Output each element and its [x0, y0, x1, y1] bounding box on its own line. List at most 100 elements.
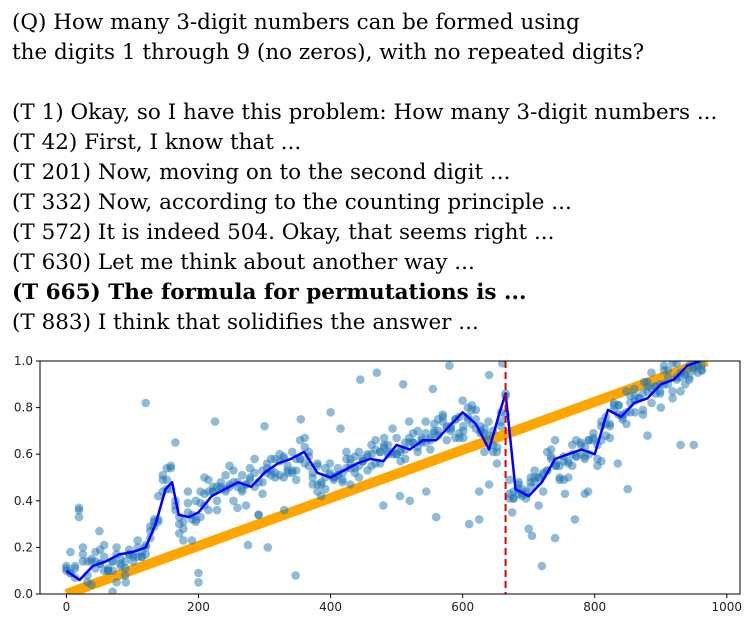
thought-line-t42: (T 42) First, I know that ...	[12, 130, 302, 155]
scatter-point	[371, 435, 380, 445]
scatter-point	[570, 515, 580, 524]
y-tick-label: 1.0	[14, 354, 33, 368]
x-tick-label: 0	[63, 600, 71, 614]
scatter-point	[422, 487, 431, 496]
scatter-point	[321, 484, 330, 494]
thought-line-t572: (T 572) It is indeed 504. Okay, that see…	[12, 220, 555, 245]
scatter-point	[210, 417, 220, 426]
scatter-point	[137, 552, 146, 561]
scatter-point	[99, 552, 109, 561]
scatter-point	[395, 491, 405, 501]
scatter-point	[480, 447, 489, 457]
scatter-point	[589, 433, 598, 443]
scatter-point	[187, 536, 197, 545]
scatter-point	[697, 361, 706, 370]
scatter-point	[120, 571, 130, 580]
scatter-point	[283, 461, 292, 471]
thought-line-t665: (T 665) The formula for permutations is …	[12, 280, 527, 305]
chart: 0 200 400 600 800 1000 0.0 0.2 0.4 0.6 0.8 1.0	[14, 354, 742, 614]
scatter-point	[623, 484, 632, 494]
scatter-point	[212, 496, 222, 506]
reference-line	[64, 361, 709, 594]
scatter-point	[78, 557, 88, 566]
thought-line-t201: (T 201) Now, moving on to the second dig…	[12, 160, 511, 185]
scatter-point	[614, 401, 623, 410]
scatter-point	[336, 424, 345, 433]
scatter-point	[392, 433, 401, 443]
scatter-point	[162, 475, 172, 485]
scatter-point	[445, 361, 454, 370]
scatter-point	[112, 543, 121, 552]
scatter-point	[580, 489, 590, 499]
scatter-point	[484, 480, 494, 489]
scatter-point	[404, 417, 414, 426]
prompt-text: (Q) How many 3-digit numbers can be form…	[12, 8, 747, 338]
scatter-point	[655, 387, 665, 396]
scatter-point	[229, 496, 238, 506]
scatter-point	[317, 477, 326, 487]
smoothed-series-line	[65, 361, 701, 582]
question-line-2: the digits 1 through 9 (no zeros), with …	[12, 40, 645, 65]
scatter-point	[196, 498, 205, 508]
scatter-point	[250, 454, 259, 464]
scatter-point	[325, 468, 335, 478]
scatter-point	[375, 447, 385, 457]
scatter-point	[346, 480, 355, 489]
scatter-point	[194, 578, 203, 587]
scatter-point	[474, 515, 484, 524]
plot-area: 0 200 400 600 800 1000 0.0 0.2 0.4 0.6 0.8 1.0	[14, 354, 742, 614]
scatter-point	[550, 435, 560, 445]
scatter-point	[338, 475, 347, 485]
scatter-point	[194, 568, 203, 578]
scatter-point	[308, 473, 318, 482]
scatter-point	[166, 461, 176, 471]
scatter-point	[191, 515, 201, 524]
scatter-point	[179, 536, 188, 545]
question-line-1: (Q) How many 3-digit numbers can be form…	[12, 10, 580, 35]
scatter-point	[212, 505, 222, 515]
scatter-point	[354, 447, 364, 457]
scatter-point	[133, 536, 142, 545]
scatter-point	[505, 475, 514, 485]
scatter-point	[656, 403, 666, 412]
scatter-point	[288, 447, 297, 457]
scatter-point	[300, 433, 310, 443]
y-tick-label: 0.6	[14, 447, 33, 461]
scatter-point	[484, 370, 494, 380]
scatter-point	[622, 387, 631, 396]
scatter-point	[74, 505, 84, 515]
scatter-point	[538, 487, 548, 496]
scatter-point	[413, 447, 423, 457]
scatter-point	[534, 501, 543, 510]
scatter-point	[530, 466, 539, 475]
scatter-point	[405, 496, 415, 506]
scatter-point	[354, 473, 364, 482]
y-tick-label: 0.8	[14, 401, 33, 415]
scatter-point	[492, 459, 502, 468]
scatter-point	[78, 543, 88, 552]
scatter-point	[356, 375, 365, 384]
y-tick-label: 0.4	[14, 494, 33, 508]
scatter-point	[183, 487, 193, 496]
scatter-point	[676, 387, 685, 396]
scatter-point	[108, 587, 117, 594]
scatter-point	[291, 571, 300, 580]
scatter-point	[643, 431, 652, 440]
scatter-point	[467, 401, 477, 410]
blank-line	[12, 68, 747, 98]
scatter-point	[313, 459, 322, 468]
scatter-point	[398, 380, 408, 389]
thought-line-t883: (T 883) I think that solidifies the answ…	[12, 310, 479, 335]
scatter-point	[179, 517, 188, 527]
scatter-point	[684, 375, 694, 384]
scatter-point	[263, 543, 273, 552]
scatter-point	[342, 447, 351, 457]
scatter-point	[153, 491, 163, 501]
scatter-point	[484, 417, 493, 426]
scatter-point	[550, 533, 560, 543]
scatter-point	[317, 491, 326, 501]
x-tick-label: 400	[319, 600, 342, 614]
scatter-point	[560, 489, 570, 499]
scatter-point	[663, 366, 673, 375]
scatter-point	[639, 377, 649, 387]
